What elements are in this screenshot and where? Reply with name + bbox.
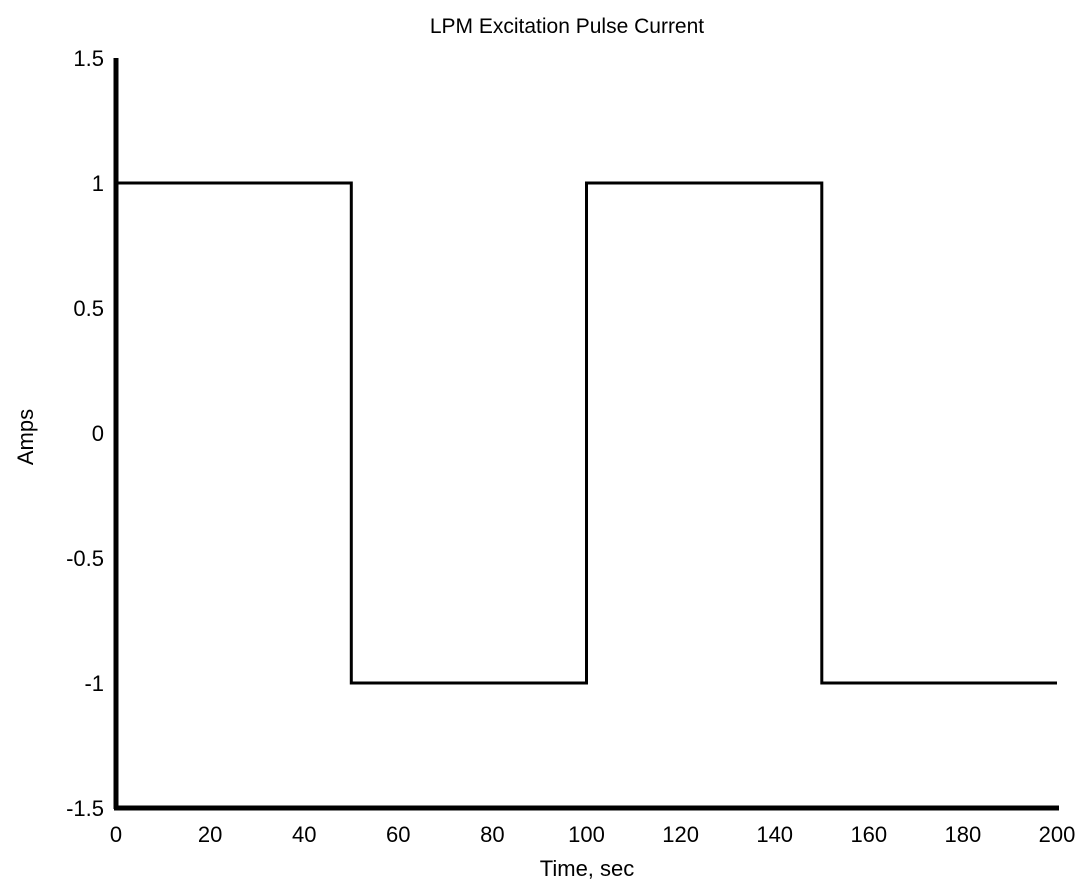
x-tick-label: 80 — [480, 822, 504, 847]
series-line — [116, 181, 1057, 685]
x-tick-label: 180 — [945, 822, 982, 847]
y-tick-label: -0.5 — [66, 546, 104, 571]
x-tick-label: 40 — [292, 822, 316, 847]
x-tick-labels: 0 20 40 60 80 100 120 140 160 180 200 — [110, 822, 1075, 847]
x-tick-label: 60 — [386, 822, 410, 847]
y-tick-label: 1.5 — [73, 46, 104, 71]
y-tick-label: -1 — [84, 671, 104, 696]
x-tick-label: 20 — [198, 822, 222, 847]
x-axis-label: Time, sec — [540, 856, 635, 881]
y-tick-label: 1 — [92, 171, 104, 196]
x-tick-label: 200 — [1039, 822, 1076, 847]
chart-title: LPM Excitation Pulse Current — [430, 15, 704, 38]
y-tick-label: -1.5 — [66, 796, 104, 821]
series-group — [116, 181, 1057, 685]
y-tick-label: 0 — [92, 421, 104, 446]
x-tick-label: 0 — [110, 822, 122, 847]
x-tick-label: 140 — [756, 822, 793, 847]
y-axis-label: Amps — [13, 409, 38, 465]
y-tick-labels: 1.5 1 0.5 0 -0.5 -1 -1.5 — [66, 46, 104, 821]
x-tick-label: 120 — [662, 822, 699, 847]
x-tick-label: 100 — [568, 822, 605, 847]
x-tick-label: 160 — [850, 822, 887, 847]
y-tick-label: 0.5 — [73, 296, 104, 321]
